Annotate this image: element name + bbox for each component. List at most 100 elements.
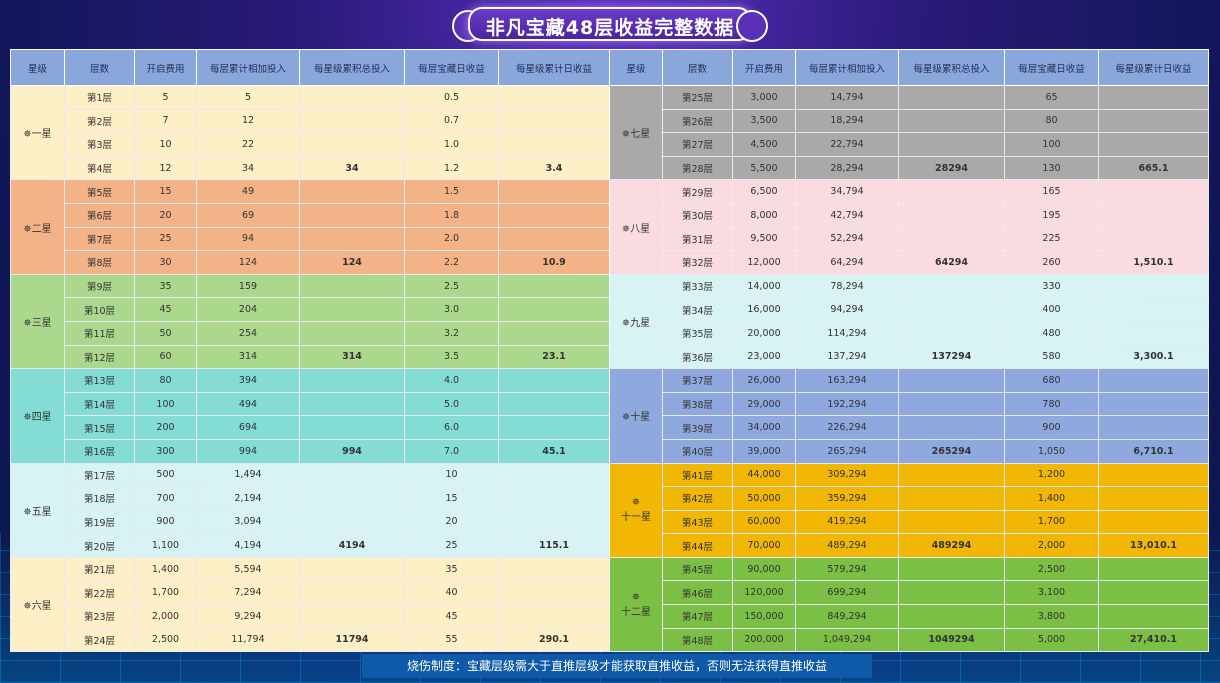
star-daily-cell: [498, 391, 610, 417]
table-row: 第30层 8,000 42,794 195: [609, 202, 1209, 228]
cost-cell: 4,500: [732, 132, 796, 157]
level-cell: 第37层: [662, 368, 733, 393]
star-daily-cell: [498, 226, 610, 252]
table-row: ✵ 十二星 第45层 90,000 579,294 2,500: [609, 556, 1209, 653]
table-row: 第28层 5,500 28,294 28294 130 665.1: [609, 155, 1209, 181]
star-daily-cell: [1098, 604, 1209, 629]
cumulative-cell: 3,094: [196, 509, 300, 535]
star-total-cell: [898, 462, 1005, 488]
star-daily-cell: [1098, 556, 1209, 582]
cost-cell: 120,000: [732, 580, 796, 606]
star-daily-cell: 3.4: [498, 155, 610, 181]
star-daily-cell: [498, 85, 610, 110]
cost-cell: 25: [134, 226, 197, 252]
star-total-cell: 124: [299, 250, 405, 275]
daily-cell: 100: [1004, 132, 1099, 157]
cumulative-cell: 159: [196, 273, 300, 299]
star-daily-cell: 115.1: [498, 533, 610, 558]
daily-cell: 2,500: [1004, 556, 1099, 582]
table-row: 第24层 2,500 11,794 11794 55 290.1: [10, 627, 610, 653]
cost-cell: 3,000: [732, 85, 796, 110]
level-cell: 第44层: [662, 533, 733, 558]
star-total-cell: [299, 486, 405, 511]
cumulative-cell: 314: [196, 344, 300, 370]
star-daily-cell: [498, 486, 610, 511]
star-daily-cell: 1,510.1: [1098, 250, 1209, 275]
level-cell: 第17层: [64, 462, 135, 488]
cumulative-cell: 359,294: [795, 486, 899, 511]
cumulative-cell: 28,294: [795, 155, 899, 181]
daily-cell: 35: [404, 556, 499, 582]
table-row: 第40层 39,000 265,294 265294 1,050 6,710.1: [609, 438, 1209, 464]
star-total-cell: 265294: [898, 438, 1005, 464]
table-row: 第19层 900 3,094 20: [10, 509, 610, 535]
star-level-cell: ✵六星: [10, 556, 65, 653]
footer-note: 烧伤制度：宝藏层级需大于直推层级才能获取直推收益，否则无法获得直推收益: [362, 654, 872, 678]
star-total-cell: 489294: [898, 533, 1005, 558]
table-row: 第36层 23,000 137,294 137294 580 3,300.1: [609, 344, 1209, 370]
level-cell: 第23层: [64, 604, 135, 629]
star-daily-cell: [1098, 320, 1209, 346]
table-row: 第4层 12 34 34 1.2 3.4: [10, 155, 610, 181]
table-row: ✵三星 第9层 35 159 2.5: [10, 273, 610, 370]
daily-cell: 780: [1004, 391, 1099, 417]
cost-cell: 90,000: [732, 556, 796, 582]
cumulative-cell: 994: [196, 438, 300, 464]
star-daily-cell: [1098, 226, 1209, 252]
star-total-cell: [299, 391, 405, 417]
daily-cell: 15: [404, 486, 499, 511]
table-row: 第26层 3,500 18,294 80: [609, 108, 1209, 134]
star-icon: ✵: [631, 497, 641, 509]
star-daily-cell: [498, 580, 610, 606]
star-daily-cell: [498, 108, 610, 134]
daily-cell: 6.0: [404, 415, 499, 440]
level-cell: 第3层: [64, 132, 135, 157]
table-row: 第6层 20 69 1.8: [10, 202, 610, 228]
star-label: 六星: [31, 601, 52, 613]
star-level-cell: ✵三星: [10, 273, 65, 370]
cost-cell: 10: [134, 132, 197, 157]
cumulative-cell: 78,294: [795, 273, 899, 299]
star-daily-cell: 665.1: [1098, 155, 1209, 181]
daily-cell: 1,200: [1004, 462, 1099, 488]
cumulative-cell: 64,294: [795, 250, 899, 275]
table-row: ✵十星 第37层 26,000 163,294 680: [609, 368, 1209, 464]
star-daily-cell: [1098, 580, 1209, 606]
title-banner: 非凡宝藏48层收益完整数据: [448, 4, 772, 44]
level-cell: 第10层: [64, 297, 135, 322]
table-row: 第10层 45 204 3.0: [10, 297, 610, 322]
star-total-cell: [299, 462, 405, 488]
star-total-cell: [898, 179, 1005, 204]
level-cell: 第15层: [64, 415, 135, 440]
header-row: 星级 层数 开启费用 每层累计相加投入 每星级累积总投入 每层宝藏日收益 每星级…: [609, 49, 1209, 86]
star-daily-cell: [498, 179, 610, 204]
table-row: 第43层 60,000 419,294 1,700: [609, 509, 1209, 535]
level-cell: 第16层: [64, 438, 135, 464]
star-total-cell: 994: [299, 438, 405, 464]
table-row: 第39层 34,000 226,294 900: [609, 415, 1209, 440]
star-level-cell: ✵七星: [609, 84, 663, 181]
star-icon: ✵: [23, 506, 32, 518]
cumulative-cell: 1,494: [196, 462, 300, 488]
level-cell: 第26层: [662, 108, 733, 134]
star-total-cell: [898, 509, 1005, 535]
table-row: 第27层 4,500 22,794 100: [609, 132, 1209, 157]
star-total-cell: 314: [299, 344, 405, 370]
daily-cell: 165: [1004, 179, 1099, 204]
table-right: 星级 层数 开启费用 每层累计相加投入 每星级累积总投入 每层宝藏日收益 每星级…: [609, 49, 1209, 653]
level-cell: 第18层: [64, 486, 135, 511]
cumulative-cell: 22,794: [795, 132, 899, 157]
star-level-cell: ✵二星: [10, 179, 65, 275]
table-row: 第32层 12,000 64,294 64294 260 1,510.1: [609, 250, 1209, 275]
daily-cell: 0.5: [404, 85, 499, 110]
star-total-cell: [299, 509, 405, 535]
table-row: 第15层 200 694 6.0: [10, 415, 610, 440]
star-total-cell: 137294: [898, 344, 1005, 370]
level-cell: 第28层: [662, 155, 733, 181]
cumulative-cell: 394: [196, 368, 300, 393]
level-cell: 第42层: [662, 486, 733, 511]
cumulative-cell: 163,294: [795, 368, 899, 393]
star-daily-cell: [498, 368, 610, 393]
star-label: 九星: [630, 317, 651, 329]
star-total-cell: [299, 604, 405, 629]
